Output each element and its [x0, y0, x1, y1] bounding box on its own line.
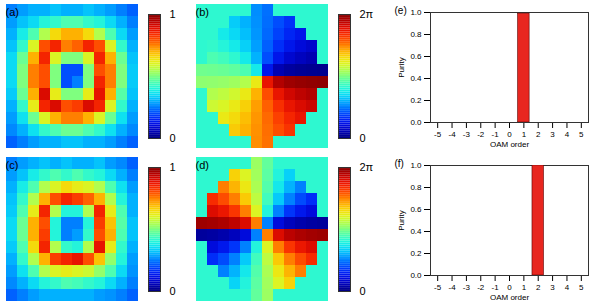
svg-text:5: 5 — [579, 283, 584, 292]
svg-text:OAM order: OAM order — [490, 293, 529, 302]
svg-text:0.2: 0.2 — [410, 96, 422, 105]
svg-text:2π: 2π — [360, 8, 374, 20]
svg-text:(b): (b) — [196, 6, 209, 18]
svg-text:0.4: 0.4 — [410, 227, 422, 236]
svg-text:-5: -5 — [434, 283, 442, 292]
svg-text:(a): (a) — [6, 6, 19, 18]
svg-text:-3: -3 — [463, 283, 471, 292]
svg-text:-5: -5 — [434, 130, 442, 139]
svg-text:0.8: 0.8 — [410, 30, 422, 39]
svg-text:(c): (c) — [6, 159, 19, 171]
svg-text:0.0: 0.0 — [410, 118, 422, 127]
svg-text:OAM order: OAM order — [490, 140, 529, 149]
svg-text:(e): (e) — [395, 5, 407, 16]
svg-text:2: 2 — [536, 283, 541, 292]
svg-text:4: 4 — [565, 130, 570, 139]
svg-text:2: 2 — [536, 130, 541, 139]
svg-text:4: 4 — [565, 283, 570, 292]
svg-text:0: 0 — [360, 132, 366, 144]
svg-text:-4: -4 — [448, 283, 456, 292]
svg-text:0.6: 0.6 — [410, 52, 422, 61]
svg-text:-1: -1 — [492, 130, 500, 139]
svg-text:1: 1 — [170, 8, 176, 20]
svg-text:1: 1 — [170, 161, 176, 173]
svg-text:3: 3 — [550, 283, 555, 292]
svg-text:0: 0 — [170, 285, 176, 297]
svg-text:2π: 2π — [360, 161, 374, 173]
svg-text:0.0: 0.0 — [410, 271, 422, 280]
svg-text:0.8: 0.8 — [410, 183, 422, 192]
svg-text:-2: -2 — [477, 283, 485, 292]
svg-text:Purity: Purity — [397, 210, 406, 230]
svg-text:-4: -4 — [448, 130, 456, 139]
svg-text:1: 1 — [522, 130, 527, 139]
svg-text:1.0: 1.0 — [410, 161, 422, 170]
svg-text:5: 5 — [579, 130, 584, 139]
svg-text:-2: -2 — [477, 130, 485, 139]
svg-text:0: 0 — [360, 285, 366, 297]
svg-text:(f): (f) — [395, 158, 404, 169]
svg-text:3: 3 — [550, 130, 555, 139]
svg-text:-1: -1 — [492, 283, 500, 292]
svg-text:0: 0 — [507, 283, 512, 292]
svg-text:0: 0 — [170, 132, 176, 144]
svg-text:-3: -3 — [463, 130, 471, 139]
svg-text:1.0: 1.0 — [410, 8, 422, 17]
svg-text:(d): (d) — [196, 159, 209, 171]
svg-text:Purity: Purity — [397, 57, 406, 77]
svg-text:1: 1 — [522, 283, 527, 292]
svg-text:0.2: 0.2 — [410, 249, 422, 258]
svg-text:0.6: 0.6 — [410, 205, 422, 214]
svg-text:0.4: 0.4 — [410, 74, 422, 83]
svg-text:0: 0 — [507, 130, 512, 139]
